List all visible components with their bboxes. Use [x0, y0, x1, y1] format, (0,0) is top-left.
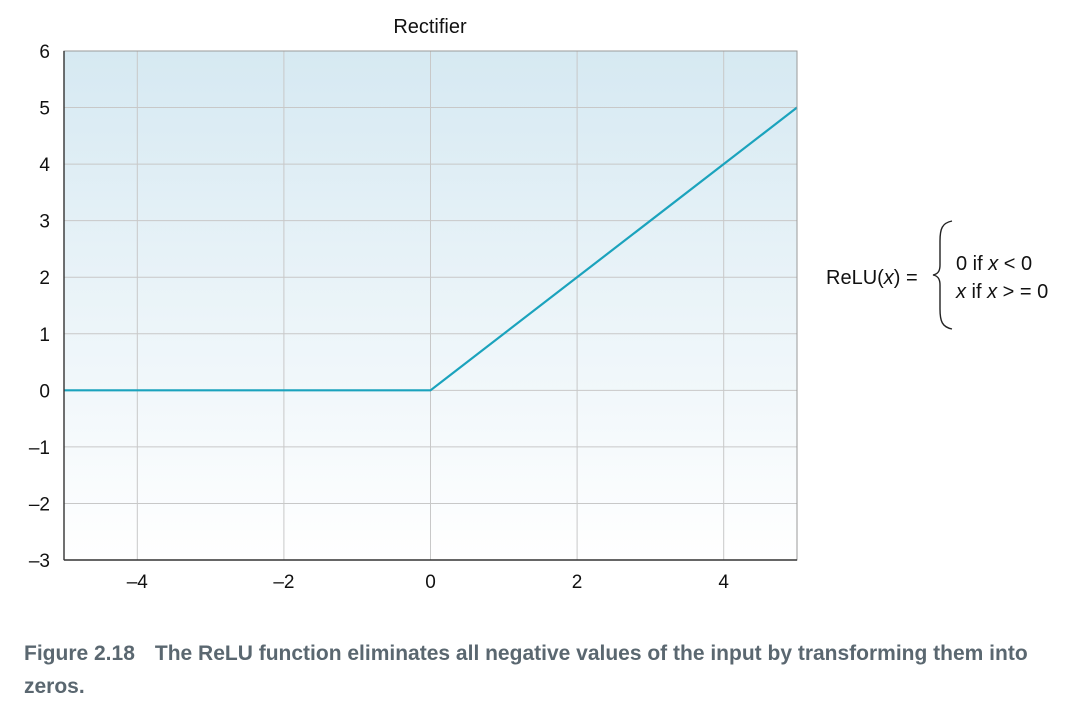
relu-chart: Rectifier –4 –2 0 2 4 6 5 4 3 2 1 0 –1 –2 –3: [29, 16, 798, 593]
figure-caption: Figure 2.18 The ReLU function eliminates …: [24, 637, 1064, 703]
relu-line: [64, 106, 798, 392]
formula-lhs: ReLU(x) =: [826, 267, 918, 289]
x-tick-label: 4: [718, 572, 729, 593]
y-tick-label: –3: [29, 551, 50, 572]
tick-labels: –4 –2 0 2 4 6 5 4 3 2 1 0 –1 –2 –3: [29, 42, 730, 593]
x-tick-label: –4: [127, 572, 149, 593]
caption-text: The ReLU function eliminates all negativ…: [24, 642, 1028, 698]
chart-title: Rectifier: [393, 16, 467, 38]
y-tick-label: 6: [39, 42, 50, 63]
y-tick-label: 1: [39, 325, 50, 346]
figure-number: Figure 2.18: [24, 642, 135, 665]
y-tick-label: 2: [39, 268, 50, 289]
series-group: [64, 106, 798, 392]
x-tick-label: –2: [273, 572, 294, 593]
relu-formula: ReLU(x) = 0 if x < 0 x if x > = 0: [826, 220, 1076, 343]
y-tick-label: –2: [29, 494, 50, 515]
y-tick-label: 3: [39, 212, 50, 233]
axes: [63, 50, 798, 561]
y-tick-label: 4: [39, 155, 50, 176]
y-tick-label: –1: [29, 438, 50, 459]
y-tick-label: 5: [39, 99, 50, 120]
x-tick-label: 0: [425, 572, 436, 593]
formula-case-nonnegative: x if x > = 0: [956, 281, 1049, 303]
y-tick-label: 0: [39, 381, 50, 402]
curly-brace-icon: [932, 220, 953, 330]
x-tick-label: 2: [572, 572, 583, 593]
formula-case-negative: 0 if x < 0: [956, 253, 1033, 275]
